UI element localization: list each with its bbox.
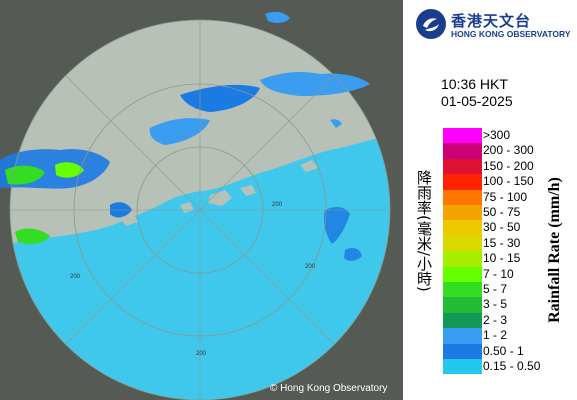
- legend-swatch: [443, 235, 482, 252]
- range-ring-label: 200: [305, 264, 316, 270]
- hko-logo-icon: [416, 9, 446, 39]
- legend-swatch: [443, 282, 482, 298]
- logo-name-chinese: 香港天文台: [451, 12, 532, 30]
- legend-label: 0.50 - 1: [483, 343, 524, 358]
- radar-spokes: [10, 20, 390, 400]
- legend-label: 5 - 7: [483, 282, 508, 296]
- island: [240, 185, 256, 196]
- hko-logo: 香港天文台 HONG KONG OBSERVATORY: [413, 8, 573, 42]
- legend-swatch: [443, 343, 482, 359]
- legend-label: 100 - 150: [483, 174, 534, 189]
- legend-label: 7 - 10: [483, 266, 514, 281]
- info-panel: 香港天文台 HONG KONG OBSERVATORY 10:36 HKT 01…: [403, 0, 577, 400]
- legend-title-english: Rainfall Rate (mm/h): [546, 177, 563, 323]
- legend-label: 30 - 50: [483, 220, 521, 235]
- legend-label: 200 - 300: [483, 143, 534, 158]
- legend-label: >300: [483, 128, 511, 142]
- legend-label: 75 - 100: [483, 189, 528, 204]
- legend-swatch: [443, 128, 482, 144]
- range-ring-label: 200: [196, 351, 207, 357]
- legend-label: 1 - 2: [483, 328, 508, 343]
- legend-title-chinese: 降雨率(毫米/小時): [415, 170, 433, 292]
- legend-swatch: [443, 189, 482, 205]
- legend-swatch: [443, 143, 482, 159]
- copyright-notice: © Hong Kong Observatory: [270, 383, 388, 394]
- legend-swatch: [443, 205, 482, 221]
- legend-label: 50 - 75: [483, 205, 521, 219]
- island: [300, 160, 318, 172]
- legend-label: 15 - 30: [483, 235, 521, 250]
- legend-swatch: [443, 220, 482, 236]
- legend-swatch: [443, 297, 482, 313]
- legend-label: 10 - 15: [483, 251, 521, 266]
- legend-swatch: [443, 174, 482, 190]
- legend-swatch: [443, 359, 482, 375]
- range-ring-label: 200: [70, 274, 81, 280]
- legend-swatch: [443, 328, 482, 344]
- island: [120, 214, 138, 226]
- legend-label: 0.15 - 0.50: [483, 359, 541, 373]
- legend-swatch: [443, 312, 482, 329]
- sea-area: [10, 130, 390, 400]
- legend-swatch: [443, 158, 482, 175]
- radar-map: 200 200 200 200 © Hong Kong Observatory: [0, 0, 403, 400]
- legend-label: 150 - 200: [483, 158, 534, 173]
- island-lantau: [208, 190, 232, 206]
- legend-label: 3 - 5: [483, 297, 508, 312]
- radar-map-svg: 200 200 200 200: [0, 0, 403, 400]
- legend-swatch: [443, 251, 482, 267]
- range-ring-label: 200: [272, 202, 283, 208]
- legend-label: 2 - 3: [483, 312, 508, 327]
- radar-time: 10:36 HKT: [441, 76, 508, 92]
- logo-name-english: HONG KONG OBSERVATORY: [451, 29, 571, 39]
- rain-echoes: [0, 11, 370, 261]
- legend-swatch: [443, 266, 482, 282]
- radar-date: 01-05-2025: [441, 93, 513, 109]
